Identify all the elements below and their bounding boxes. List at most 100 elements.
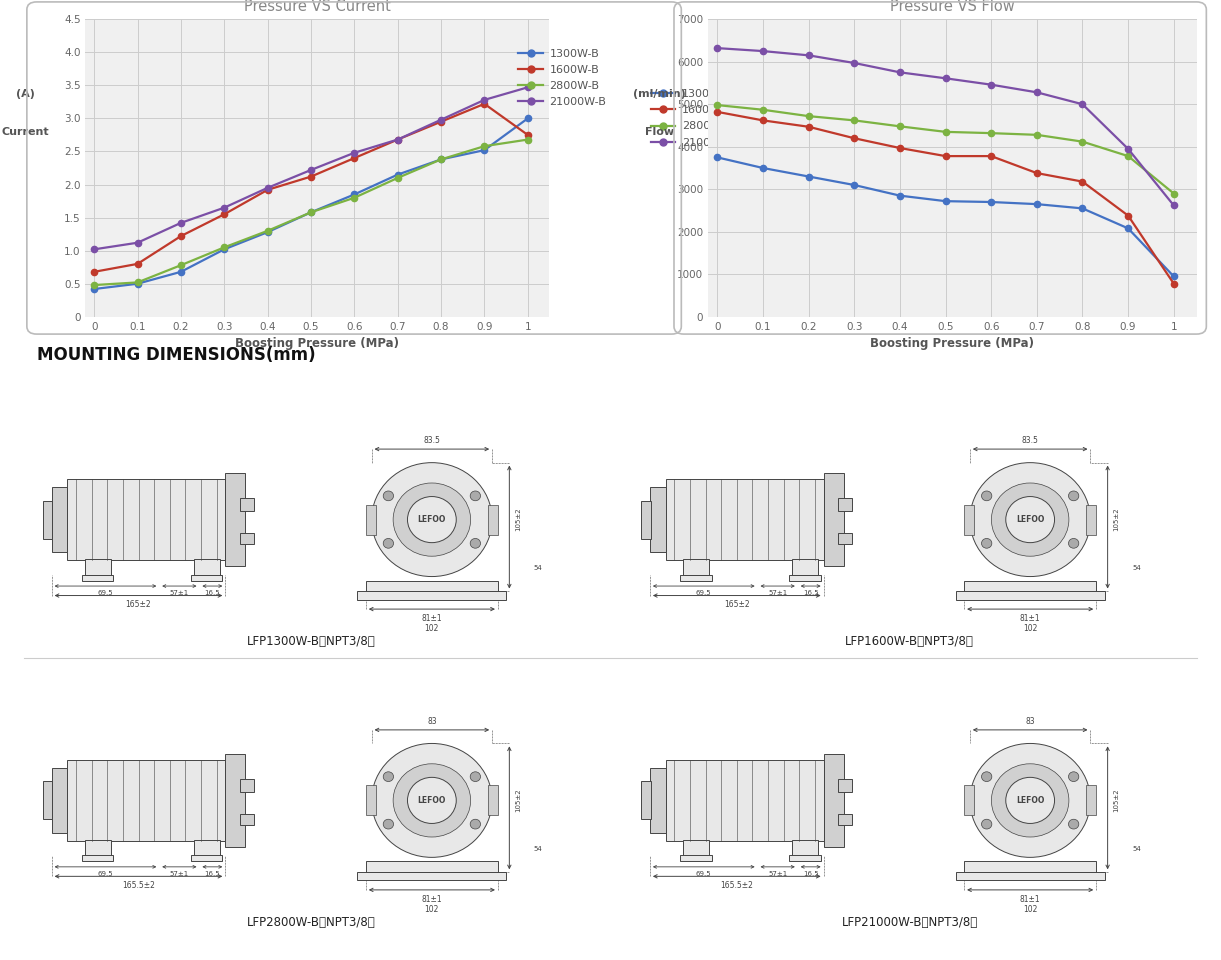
- Bar: [956, 872, 1105, 880]
- Bar: [67, 479, 226, 561]
- Bar: [43, 500, 53, 539]
- Text: 69.5: 69.5: [98, 590, 114, 596]
- Text: (A): (A): [16, 88, 34, 99]
- Text: 69.5: 69.5: [696, 871, 712, 876]
- Circle shape: [982, 491, 991, 501]
- Text: 83.5: 83.5: [424, 436, 441, 445]
- Text: 165.5±2: 165.5±2: [122, 881, 155, 890]
- Text: 16.5: 16.5: [205, 590, 220, 596]
- Legend: 1300W-B, 1600W-B, 2800W-B, 21000W-B: 1300W-B, 1600W-B, 2800W-B, 21000W-B: [519, 49, 607, 107]
- Text: 69.5: 69.5: [696, 590, 712, 596]
- Bar: [1087, 505, 1096, 535]
- Text: LEFOO: LEFOO: [418, 516, 446, 524]
- Circle shape: [969, 743, 1090, 857]
- Text: 105±2: 105±2: [1114, 508, 1120, 532]
- Text: 57±1: 57±1: [768, 590, 788, 596]
- Text: 81±1: 81±1: [421, 895, 442, 903]
- X-axis label: Boosting Pressure (MPa): Boosting Pressure (MPa): [236, 337, 399, 350]
- Text: Current: Current: [1, 128, 49, 137]
- Text: LEFOO: LEFOO: [1016, 796, 1044, 804]
- Bar: [194, 560, 220, 575]
- Circle shape: [470, 772, 481, 781]
- Circle shape: [383, 819, 393, 829]
- Text: 105±2: 105±2: [515, 508, 521, 532]
- Bar: [358, 591, 507, 600]
- Bar: [1087, 785, 1096, 815]
- Text: 165±2: 165±2: [724, 600, 750, 610]
- Text: 57±1: 57±1: [170, 590, 189, 596]
- Circle shape: [371, 463, 492, 577]
- Circle shape: [991, 764, 1068, 837]
- Bar: [67, 759, 226, 841]
- Bar: [683, 840, 709, 856]
- Text: 105±2: 105±2: [515, 788, 521, 812]
- Circle shape: [371, 743, 492, 857]
- Bar: [488, 785, 498, 815]
- Bar: [225, 755, 245, 847]
- Text: 102: 102: [1023, 624, 1038, 633]
- Bar: [225, 473, 245, 565]
- Bar: [82, 855, 114, 861]
- Bar: [838, 498, 852, 512]
- Text: 69.5: 69.5: [98, 871, 114, 876]
- Circle shape: [470, 819, 481, 829]
- Circle shape: [982, 819, 991, 829]
- Circle shape: [1006, 778, 1055, 824]
- Circle shape: [982, 539, 991, 548]
- Bar: [366, 861, 498, 873]
- Bar: [680, 575, 712, 581]
- Text: 54: 54: [1132, 846, 1140, 852]
- Text: 83.5: 83.5: [1022, 436, 1039, 445]
- Bar: [956, 591, 1105, 600]
- Bar: [84, 560, 111, 575]
- Bar: [366, 785, 376, 815]
- Text: 102: 102: [425, 624, 440, 633]
- Bar: [965, 861, 1096, 873]
- Text: 54: 54: [1132, 565, 1140, 571]
- Bar: [789, 855, 821, 861]
- Bar: [239, 779, 254, 792]
- Title: Pressure VS Current: Pressure VS Current: [244, 0, 391, 13]
- Bar: [792, 840, 818, 856]
- Text: LEFOO: LEFOO: [1016, 516, 1044, 524]
- Circle shape: [1068, 491, 1079, 501]
- Bar: [650, 487, 665, 552]
- Bar: [190, 855, 222, 861]
- Circle shape: [393, 483, 470, 556]
- Bar: [239, 498, 254, 512]
- Circle shape: [969, 463, 1090, 577]
- Bar: [680, 855, 712, 861]
- Circle shape: [1068, 539, 1079, 548]
- Bar: [641, 500, 651, 539]
- Bar: [838, 533, 852, 544]
- Bar: [965, 505, 974, 535]
- Bar: [823, 755, 844, 847]
- Circle shape: [470, 491, 481, 501]
- Bar: [665, 479, 824, 561]
- Circle shape: [383, 539, 393, 548]
- Circle shape: [1006, 496, 1055, 542]
- Bar: [641, 781, 651, 820]
- Text: LFP2800W-B（NPT3/8）: LFP2800W-B（NPT3/8）: [247, 916, 376, 929]
- Text: 81±1: 81±1: [421, 614, 442, 623]
- Bar: [792, 560, 818, 575]
- Text: 54: 54: [534, 846, 542, 852]
- Text: 102: 102: [425, 905, 440, 914]
- Bar: [838, 779, 852, 792]
- Bar: [665, 759, 824, 841]
- Bar: [190, 575, 222, 581]
- Text: 105±2: 105±2: [1114, 788, 1120, 812]
- Text: 165±2: 165±2: [126, 600, 151, 610]
- Circle shape: [393, 764, 470, 837]
- Text: 16.5: 16.5: [803, 871, 818, 876]
- X-axis label: Boosting Pressure (MPa): Boosting Pressure (MPa): [871, 337, 1034, 350]
- Bar: [82, 575, 114, 581]
- Text: LFP1600W-B（NPT3/8）: LFP1600W-B（NPT3/8）: [845, 636, 974, 648]
- Text: LFP1300W-B（NPT3/8）: LFP1300W-B（NPT3/8）: [247, 636, 376, 648]
- Bar: [823, 473, 844, 565]
- Legend: 1300W-B, 1600W-B, 2800W-B, 21000W-B: 1300W-B, 1600W-B, 2800W-B, 21000W-B: [651, 89, 739, 148]
- Circle shape: [1068, 819, 1079, 829]
- Bar: [650, 768, 665, 833]
- Bar: [51, 487, 67, 552]
- Text: MOUNTING DIMENSIONS(mm): MOUNTING DIMENSIONS(mm): [37, 347, 315, 364]
